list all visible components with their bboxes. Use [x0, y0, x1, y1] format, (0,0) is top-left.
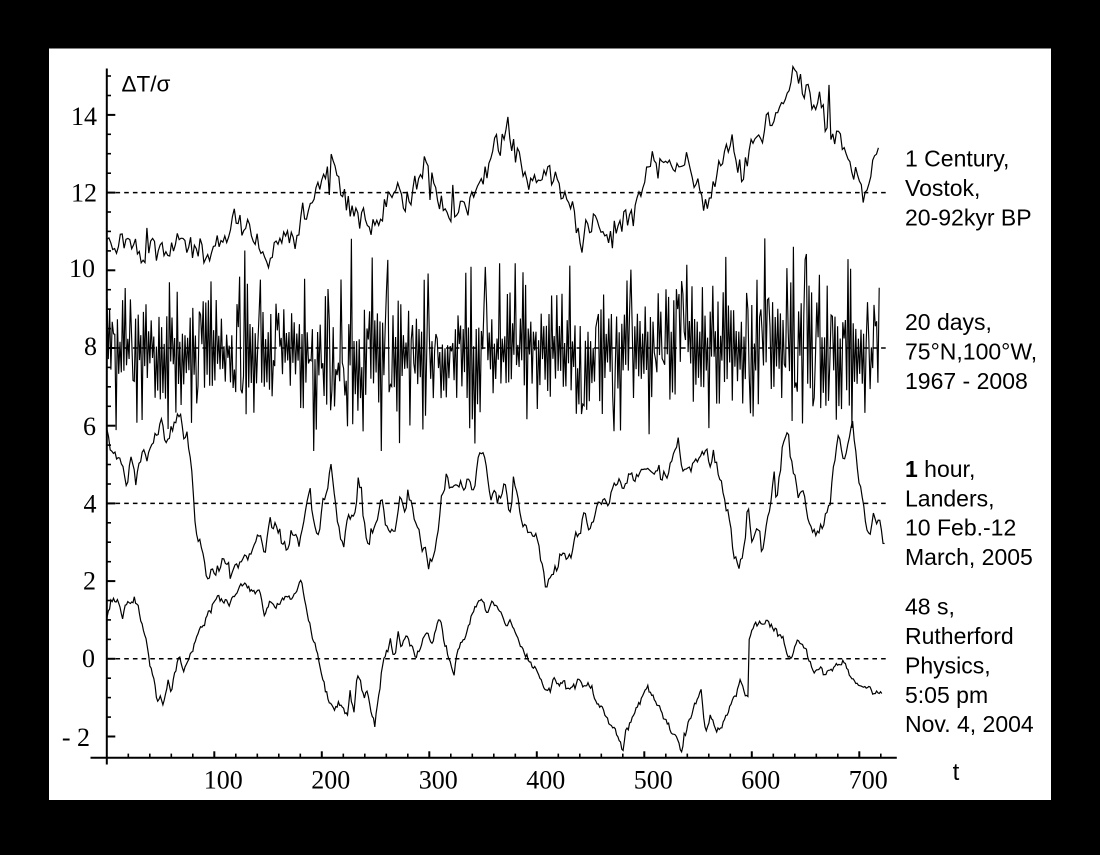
- svg-text:March, 2005: March, 2005: [905, 544, 1033, 570]
- svg-text:1 hour,: 1 hour,: [905, 456, 975, 482]
- svg-text:Vostok,: Vostok,: [905, 175, 980, 201]
- svg-text:600: 600: [741, 766, 780, 795]
- svg-text:700: 700: [849, 766, 888, 795]
- svg-text:10 Feb.-12: 10 Feb.-12: [905, 515, 1016, 541]
- svg-text:200: 200: [311, 766, 350, 795]
- svg-text:0: 0: [82, 644, 95, 673]
- svg-text:5:05 pm: 5:05 pm: [905, 682, 988, 708]
- svg-text:1967 - 2008: 1967 - 2008: [905, 368, 1028, 394]
- svg-text:300: 300: [419, 766, 458, 795]
- svg-text:t: t: [953, 759, 960, 786]
- svg-text:1 Century,: 1 Century,: [905, 146, 1009, 172]
- svg-text:6: 6: [83, 412, 96, 441]
- svg-text:Rutherford: Rutherford: [905, 623, 1014, 649]
- svg-text:8: 8: [84, 332, 97, 361]
- svg-text:- 2: - 2: [62, 723, 90, 752]
- svg-text:Physics,: Physics,: [905, 652, 991, 678]
- svg-text:4: 4: [84, 490, 97, 519]
- svg-text:Nov. 4, 2004: Nov. 4, 2004: [905, 711, 1034, 737]
- svg-text:100: 100: [204, 766, 243, 795]
- svg-text:75°N,100°W,: 75°N,100°W,: [905, 339, 1037, 365]
- svg-text:48 s,: 48 s,: [905, 594, 955, 620]
- svg-text:14: 14: [71, 102, 97, 131]
- svg-text:ΔT/σ: ΔT/σ: [122, 72, 171, 97]
- svg-text:20 days,: 20 days,: [905, 309, 992, 335]
- svg-text:500: 500: [634, 766, 673, 795]
- svg-text:10: 10: [69, 254, 95, 283]
- svg-text:Landers,: Landers,: [905, 485, 995, 511]
- svg-text:2: 2: [83, 567, 96, 596]
- svg-text:400: 400: [526, 766, 565, 795]
- svg-text:12: 12: [71, 178, 97, 207]
- svg-text:20-92kyr BP: 20-92kyr BP: [905, 204, 1032, 230]
